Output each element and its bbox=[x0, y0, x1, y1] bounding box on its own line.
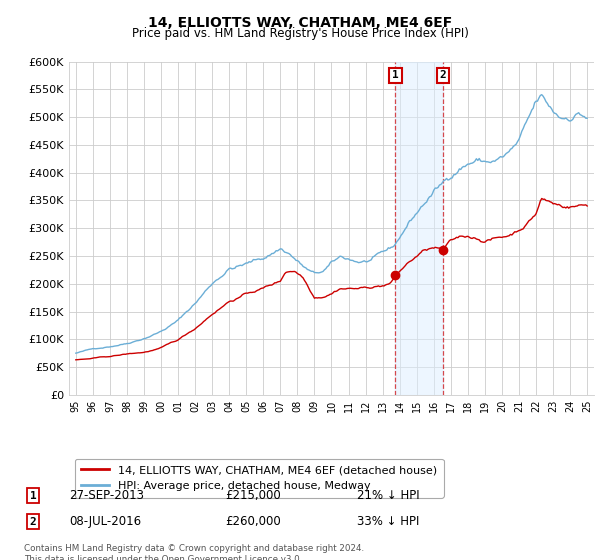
Text: 1: 1 bbox=[29, 491, 37, 501]
Text: 27-SEP-2013: 27-SEP-2013 bbox=[69, 489, 144, 502]
Text: 33% ↓ HPI: 33% ↓ HPI bbox=[357, 515, 419, 529]
Text: 21% ↓ HPI: 21% ↓ HPI bbox=[357, 489, 419, 502]
Text: 08-JUL-2016: 08-JUL-2016 bbox=[69, 515, 141, 529]
Text: Contains HM Land Registry data © Crown copyright and database right 2024.
This d: Contains HM Land Registry data © Crown c… bbox=[24, 544, 364, 560]
Bar bbox=[395, 62, 443, 395]
Text: 2: 2 bbox=[439, 71, 446, 81]
Text: Price paid vs. HM Land Registry's House Price Index (HPI): Price paid vs. HM Land Registry's House … bbox=[131, 27, 469, 40]
Text: 14, ELLIOTTS WAY, CHATHAM, ME4 6EF: 14, ELLIOTTS WAY, CHATHAM, ME4 6EF bbox=[148, 16, 452, 30]
Text: £215,000: £215,000 bbox=[225, 489, 281, 502]
Legend: 14, ELLIOTTS WAY, CHATHAM, ME4 6EF (detached house), HPI: Average price, detache: 14, ELLIOTTS WAY, CHATHAM, ME4 6EF (deta… bbox=[74, 459, 443, 497]
Text: 1: 1 bbox=[392, 71, 399, 81]
Text: 2: 2 bbox=[29, 517, 37, 527]
Text: £260,000: £260,000 bbox=[225, 515, 281, 529]
